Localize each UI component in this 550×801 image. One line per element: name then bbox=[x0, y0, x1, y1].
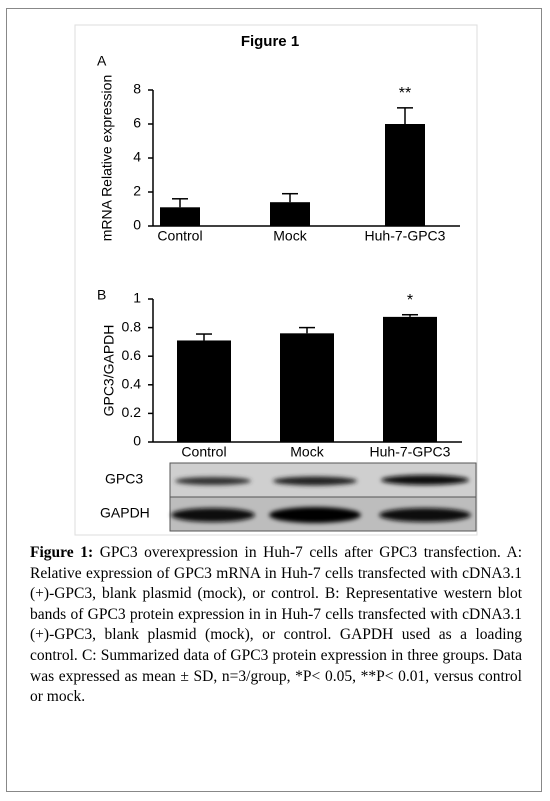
blot-label: GAPDH bbox=[100, 505, 150, 521]
x-tick-label: Control bbox=[181, 444, 226, 460]
y-tick-label: 8 bbox=[133, 81, 141, 97]
bar bbox=[280, 333, 334, 442]
y-axis-label: mRNA Relative expression bbox=[99, 75, 115, 242]
y-tick-label: 1 bbox=[133, 290, 141, 306]
panel-label: B bbox=[97, 287, 106, 303]
figure-frame bbox=[6, 8, 542, 792]
bar bbox=[385, 124, 425, 226]
bar bbox=[270, 202, 310, 226]
band bbox=[175, 477, 251, 485]
figure-panel bbox=[74, 24, 478, 536]
x-tick-label: Control bbox=[157, 228, 202, 244]
y-tick-label: 0.4 bbox=[122, 376, 142, 392]
band bbox=[381, 475, 469, 485]
figure-title: Figure 1 bbox=[241, 33, 299, 50]
y-tick-label: 6 bbox=[133, 115, 141, 131]
y-tick-label: 2 bbox=[133, 183, 141, 199]
blot: GPC3 GAPDH bbox=[100, 462, 477, 532]
bar bbox=[160, 207, 200, 226]
bar bbox=[177, 340, 231, 442]
caption-text: GPC3 overexpression in Huh-7 cells after… bbox=[30, 544, 522, 706]
x-tick-label: Huh-7-GPC3 bbox=[365, 228, 446, 244]
panel-label: A bbox=[97, 53, 107, 69]
blot-label: GPC3 bbox=[105, 471, 143, 487]
x-tick-label: Mock bbox=[290, 444, 324, 460]
caption: Figure 1: GPC3 overexpression in Huh-7 c… bbox=[30, 543, 522, 708]
significance: * bbox=[407, 292, 413, 309]
significance: ** bbox=[399, 85, 411, 102]
band bbox=[379, 508, 471, 522]
y-tick-label: 4 bbox=[133, 149, 141, 165]
y-tick-label: 0.2 bbox=[122, 404, 142, 420]
band bbox=[171, 508, 255, 522]
y-tick-label: 0 bbox=[133, 433, 141, 449]
y-tick-label: 0.6 bbox=[122, 347, 142, 363]
caption-label: Figure 1: bbox=[30, 544, 94, 561]
x-tick-label: Mock bbox=[273, 228, 307, 244]
y-tick-label: 0.8 bbox=[122, 318, 142, 334]
y-tick-label: 0 bbox=[133, 217, 141, 233]
band bbox=[273, 476, 357, 486]
band bbox=[269, 507, 361, 523]
x-tick-label: Huh-7-GPC3 bbox=[370, 444, 451, 460]
bar bbox=[383, 316, 437, 442]
y-axis-label: GPC3/GAPDH bbox=[101, 325, 117, 417]
